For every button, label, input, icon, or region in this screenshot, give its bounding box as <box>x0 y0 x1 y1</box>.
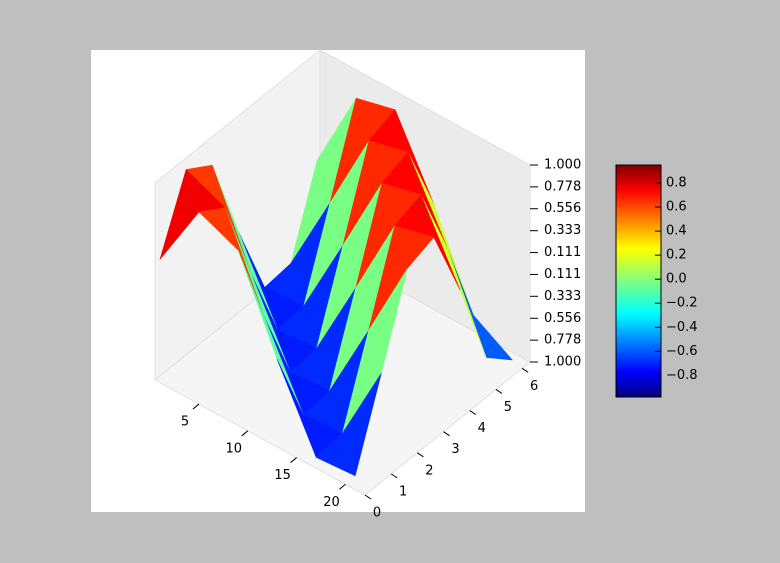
colorbar-tick-label: −0.6 <box>666 344 698 359</box>
colorbar-tick-label: −0.8 <box>666 368 698 383</box>
y-tick <box>417 452 424 458</box>
x-tick-label: 10 <box>226 441 243 456</box>
colorbar-tick-label: 0.0 <box>666 272 687 287</box>
x-tick-label: 5 <box>181 415 189 430</box>
y-tick-label: 5 <box>504 400 512 415</box>
x-tick <box>290 457 297 463</box>
y-tick <box>364 494 372 500</box>
z-tick-label: 0.111 <box>544 245 581 260</box>
colorbar-tick-label: 0.2 <box>666 248 687 263</box>
z-tick-label: 1.000 <box>544 158 581 173</box>
y-tick-label: 3 <box>451 442 459 457</box>
y-tick <box>390 473 398 479</box>
z-tick-label: 0.333 <box>544 289 581 304</box>
y-tick-label: 6 <box>530 379 538 394</box>
y-tick <box>521 367 529 373</box>
x-tick-label: 15 <box>274 468 291 483</box>
z-tick-label: 0.778 <box>544 333 581 348</box>
colorbar-tick-label: −0.4 <box>666 320 698 335</box>
colorbar <box>615 164 662 398</box>
y-tick-label: 1 <box>399 484 407 499</box>
z-tick-label: 0.333 <box>544 223 581 238</box>
colorbar-tick-label: 0.8 <box>666 176 687 191</box>
y-tick <box>443 431 450 437</box>
y-tick <box>469 410 477 415</box>
y-tick-label: 4 <box>478 421 486 436</box>
x-tick <box>192 403 200 410</box>
x-tick-label: 20 <box>323 495 340 510</box>
y-tick <box>495 389 503 394</box>
y-tick-label: 2 <box>425 463 433 478</box>
z-tick-label: 1.000 <box>544 355 581 370</box>
z-tick-label: 0.556 <box>544 311 581 326</box>
z-tick-label: 0.778 <box>544 179 581 194</box>
colorbar-tick-label: −0.2 <box>666 296 698 311</box>
x-tick <box>339 483 346 490</box>
z-tick-label: 0.111 <box>544 267 581 282</box>
colorbar-tick-label: 0.4 <box>666 224 687 239</box>
y-tick-label: 0 <box>373 506 381 521</box>
surface-cell <box>315 372 382 477</box>
x-tick <box>241 430 249 437</box>
z-tick-label: 0.556 <box>544 201 581 216</box>
colorbar-tick-label: 0.6 <box>666 200 687 215</box>
